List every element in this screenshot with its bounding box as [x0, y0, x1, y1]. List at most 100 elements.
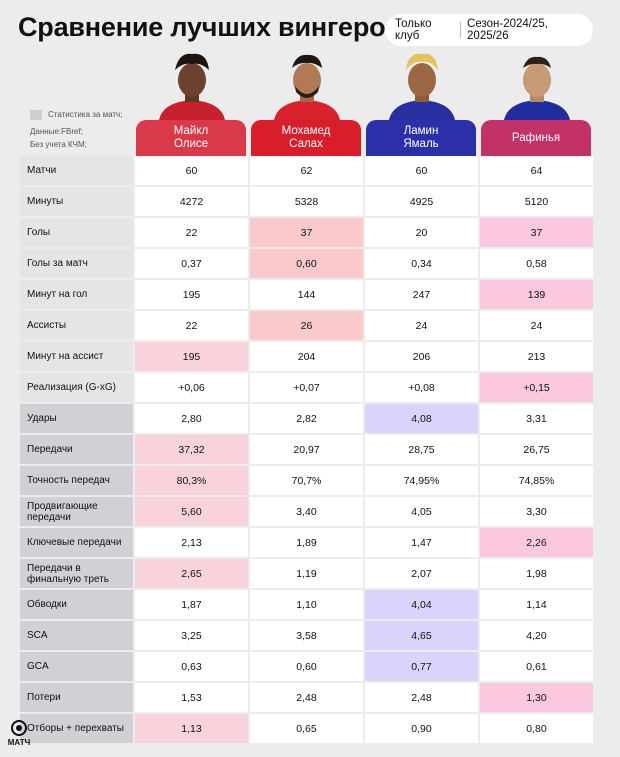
row-label: Передачи в финальную треть — [20, 559, 133, 590]
row-label: Голы — [20, 218, 133, 249]
stat-cell: 204 — [250, 342, 363, 373]
stat-cell: 2,07 — [365, 559, 478, 590]
stat-cell: 144 — [250, 280, 363, 311]
stat-cell: 0,37 — [135, 249, 248, 280]
stat-cell: 139 — [480, 280, 593, 311]
stat-cell: 2,65 — [135, 559, 248, 590]
table-row: Минуты 4272 5328 4925 5120 — [20, 187, 593, 218]
scope-filter[interactable]: Только клуб — [395, 18, 432, 42]
stat-cell: 26,75 — [480, 435, 593, 466]
stat-cell: 4,05 — [365, 497, 478, 528]
table-row: GCA 0,63 0,60 0,77 0,61 — [20, 652, 593, 683]
stat-cell: 3,30 — [480, 497, 593, 528]
stat-cell: +0,15 — [480, 373, 593, 404]
stat-cell: 0,80 — [480, 714, 593, 745]
stat-cell: 213 — [480, 342, 593, 373]
stat-cell: 1,87 — [135, 590, 248, 621]
stat-cell: 5328 — [250, 187, 363, 218]
table-row: Ключевые передачи 2,13 1,89 1,47 2,26 — [20, 528, 593, 559]
legend-source: Данные:FBref; — [30, 127, 83, 136]
stat-cell: +0,07 — [250, 373, 363, 404]
row-label: GCA — [20, 652, 133, 683]
stat-cell: 22 — [135, 218, 248, 249]
stat-cell: 24 — [480, 311, 593, 342]
stat-cell: 4925 — [365, 187, 478, 218]
player-photo-yamal — [367, 48, 477, 120]
legend-note: Без учета КЧМ; — [30, 140, 87, 149]
row-label: Реализация (G-xG) — [20, 373, 133, 404]
stat-cell: 0,63 — [135, 652, 248, 683]
stat-cell: 0,60 — [250, 249, 363, 280]
table-row: Потери 1,53 2,48 2,48 1,30 — [20, 683, 593, 714]
stat-cell: 74,85% — [480, 466, 593, 497]
divider — [460, 22, 462, 38]
stat-cell: 1,19 — [250, 559, 363, 590]
row-label: Минут на ассист — [20, 342, 133, 373]
stat-cell: 28,75 — [365, 435, 478, 466]
stat-cell: 0,60 — [250, 652, 363, 683]
stat-cell: 74,95% — [365, 466, 478, 497]
legend-swatch — [30, 109, 42, 120]
row-label: Ассисты — [20, 311, 133, 342]
stat-cell: 26 — [250, 311, 363, 342]
stat-cell: 1,14 — [480, 590, 593, 621]
stat-cell: 247 — [365, 280, 478, 311]
stat-cell: 62 — [250, 156, 363, 187]
stat-cell: 1,10 — [250, 590, 363, 621]
table-row: Матчи 60 62 60 64 — [20, 156, 593, 187]
row-label: Ключевые передачи — [20, 528, 133, 559]
stat-cell: 60 — [365, 156, 478, 187]
row-label: Голы за матч — [20, 249, 133, 280]
season-filter[interactable]: Сезон-2024/25, 2025/26 — [467, 18, 548, 42]
table-row: Передачи в финальную треть 2,65 1,19 2,07 1,… — [20, 559, 593, 590]
table-row: Реализация (G-xG) +0,06 +0,07 +0,08 +0,15 — [20, 373, 593, 404]
stat-cell: 4,20 — [480, 621, 593, 652]
stat-cell: 22 — [135, 311, 248, 342]
row-label: Точность передач — [20, 466, 133, 497]
player-photo-salah — [252, 48, 362, 120]
brand-name: МАТЧ — [7, 738, 31, 747]
row-label: Потери — [20, 683, 133, 714]
stat-cell: 1,89 — [250, 528, 363, 559]
stat-cell: 2,80 — [135, 404, 248, 435]
stat-cell: 2,26 — [480, 528, 593, 559]
page-title: Сравнение лучших вингеров — [18, 12, 402, 42]
table-row: SCA 3,25 3,58 4,65 4,20 — [20, 621, 593, 652]
stat-cell: 1,13 — [135, 714, 248, 745]
table-row: Точность передач 80,3% 70,7% 74,95% 74,85% — [20, 466, 593, 497]
row-label: Продвигающие передачи — [20, 497, 133, 528]
player-photo-olise — [137, 48, 247, 120]
stats-table: Матчи 60 62 60 64 Минуты 4272 5328 4925 5120 Гол… — [20, 156, 593, 745]
stat-cell: 70,7% — [250, 466, 363, 497]
player-header-yamal: Ламин Ямаль — [366, 120, 476, 156]
stat-cell: 0,34 — [365, 249, 478, 280]
row-label: Отборы + перехваты — [20, 714, 133, 745]
stat-cell: 2,82 — [250, 404, 363, 435]
table-row: Голы за матч 0,37 0,60 0,34 0,58 — [20, 249, 593, 280]
filter-pill[interactable]: Только клуб Сезон-2024/25, 2025/26 — [385, 14, 593, 46]
stat-cell: 3,58 — [250, 621, 363, 652]
stat-cell: 4272 — [135, 187, 248, 218]
stat-cell: 20 — [365, 218, 478, 249]
player-header-olise: Майкл Олисе — [136, 120, 246, 156]
table-row: Минут на ассист 195 204 206 213 — [20, 342, 593, 373]
row-label: SCA — [20, 621, 133, 652]
stat-cell: +0,08 — [365, 373, 478, 404]
stat-cell: 5120 — [480, 187, 593, 218]
stat-cell: 1,47 — [365, 528, 478, 559]
table-row: Обводки 1,87 1,10 4,04 1,14 — [20, 590, 593, 621]
stat-cell: 2,48 — [250, 683, 363, 714]
stat-cell: 60 — [135, 156, 248, 187]
stat-cell: 3,25 — [135, 621, 248, 652]
stat-cell: 0,58 — [480, 249, 593, 280]
stat-cell: 0,65 — [250, 714, 363, 745]
player-header-salah: Мохамед Салах — [251, 120, 361, 156]
table-row: Ассисты 22 26 24 24 — [20, 311, 593, 342]
stat-cell: 24 — [365, 311, 478, 342]
player-header-raphinha: Рафинья — [481, 120, 591, 156]
table-row: Продвигающие передачи 5,60 3,40 4,05 3,30 — [20, 497, 593, 528]
legend-per-match: Статистика за матч; — [48, 110, 123, 119]
stat-cell: 4,08 — [365, 404, 478, 435]
row-label: Удары — [20, 404, 133, 435]
table-row: Голы 22 37 20 37 — [20, 218, 593, 249]
